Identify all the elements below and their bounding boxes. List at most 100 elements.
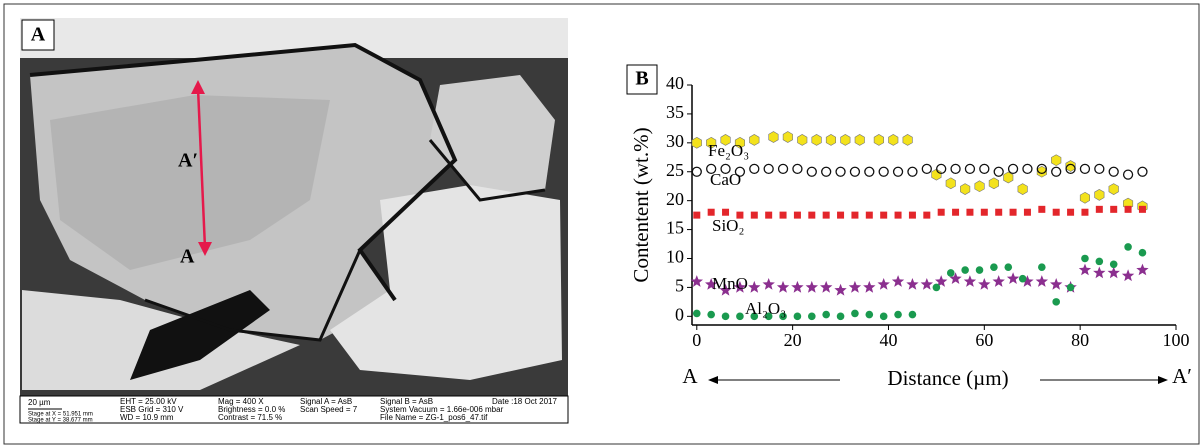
data-point [708,209,715,216]
data-point [823,212,830,219]
data-point [693,212,700,219]
x-tick-label: 0 [692,330,701,350]
sem-image: A′ A A [20,18,568,396]
data-point [1067,284,1075,292]
data-point [981,209,988,216]
data-point [798,134,808,145]
x-tick-label: 60 [975,330,993,350]
series-label: CaO [710,170,741,189]
data-point [837,212,844,219]
data-point [1125,206,1132,213]
data-point [1052,298,1060,306]
series-label: Fe₂O₃ [708,141,749,160]
y-tick-label: 40 [666,73,684,93]
data-point [1139,249,1147,257]
data-point [946,178,956,189]
data-point [947,269,955,277]
y-tick-label: 15 [666,218,684,238]
data-point [995,209,1002,216]
sem-footer: 20 µm Stage at X = 51.951 mm Stage at Y … [20,396,568,424]
data-point [1010,209,1017,216]
x-tick-label: 40 [879,330,897,350]
data-point [1018,184,1028,195]
data-point [1139,206,1146,213]
data-point [966,209,973,216]
data-point [855,134,865,145]
data-point [989,178,999,189]
data-point [837,313,845,321]
x-tick-label: 80 [1071,330,1089,350]
data-point [1110,206,1117,213]
data-point [736,313,744,321]
data-point [933,284,941,292]
data-point [874,134,884,145]
data-point [889,134,899,145]
data-point [1096,258,1104,266]
figure: A′ A A 20 µm Stage at X = 51.951 mm Stag… [0,0,1203,448]
data-point [707,311,715,319]
data-point [808,212,815,219]
data-point [812,134,822,145]
data-point [961,266,969,274]
series-label: MnO [712,274,748,293]
data-point [722,209,729,216]
panel-label: B [635,68,648,90]
panel-label: A [31,24,46,46]
series-label: Al₂O₃ [745,299,786,318]
data-point [1081,209,1088,216]
data-point [750,134,760,145]
data-point [841,134,851,145]
y-axis-label: Contentent (wt.%) [629,127,653,282]
data-point [1081,255,1089,263]
data-point [769,132,779,143]
data-point [1038,206,1045,213]
y-tick-label: 30 [666,131,684,151]
data-point [794,212,801,219]
data-point [1038,263,1046,271]
data-point [1080,192,1090,203]
scale-label: 20 µm [28,398,51,407]
data-point [894,311,902,319]
data-point [1019,275,1027,283]
data-point [1051,155,1061,166]
footer-text: Contrast = 71.5 % [218,413,282,422]
data-point [923,212,930,219]
point-label: A [180,246,195,268]
data-point [990,263,998,271]
data-point [1053,209,1060,216]
x-axis-label: Distance (µm) [887,366,1008,390]
data-point [880,313,888,321]
data-point [975,181,985,192]
data-point [1067,209,1074,216]
data-point [808,313,816,321]
data-point [794,313,802,321]
footer-text: File Name = ZG-1_pos6_47.tif [380,413,488,422]
data-point [1110,260,1118,268]
y-tick-label: 0 [675,304,684,324]
data-point [1024,209,1031,216]
data-point [1004,263,1012,271]
data-point [909,212,916,219]
data-point [938,209,945,216]
data-point [851,310,859,318]
stage-text: Stage at Y = 38.677 mm [28,418,93,424]
data-point [909,311,917,319]
data-point [722,313,730,321]
data-point [765,212,772,219]
y-tick-label: 25 [666,160,684,180]
series-label: SiO₂ [712,216,744,235]
footer-text: WD = 10.9 mm [120,413,174,422]
data-point [780,212,787,219]
data-point [960,184,970,195]
y-tick-label: 35 [666,102,684,122]
data-point [783,132,793,143]
point-label: A′ [178,150,198,172]
data-point [1096,206,1103,213]
end-label: A [682,364,698,388]
y-tick-label: 10 [666,247,684,267]
data-point [1109,184,1119,195]
data-point [1124,243,1132,251]
data-point [851,212,858,219]
data-point [822,311,830,319]
data-point [976,266,984,274]
